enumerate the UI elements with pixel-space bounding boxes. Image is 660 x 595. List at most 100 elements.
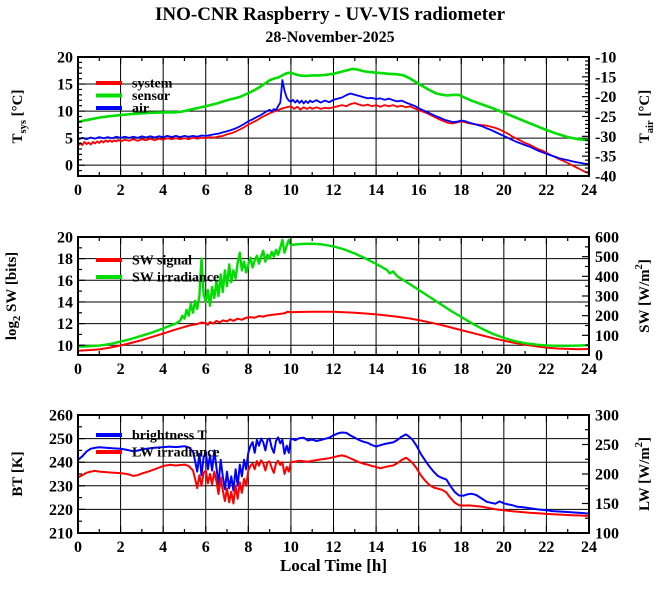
x-tick-label: 10 [283, 539, 299, 556]
x-tick-label: 12 [326, 361, 342, 378]
x-tick-label: 6 [202, 361, 210, 378]
x-tick-label: 14 [368, 182, 384, 199]
page-title: INO-CNR Raspberry - UV-VIS radiometer [154, 4, 506, 25]
right-tick-label: -30 [595, 129, 616, 146]
x-tick-label: 8 [244, 539, 252, 556]
left-tick-labels: 10 12 14 16 18 20 [57, 230, 73, 355]
right-tick-label: 600 [595, 230, 619, 247]
series-sensor-line [78, 67, 589, 142]
right-tick-label: 300 [595, 408, 619, 425]
left-tick-label: 0 [65, 158, 73, 175]
left-tick-labels: 0 5 10 15 20 [57, 50, 73, 175]
x-tick-label: 10 [283, 182, 299, 199]
x-tick-label: 4 [159, 539, 167, 556]
series-group [78, 431, 589, 517]
x-tick-label: 22 [538, 361, 554, 378]
right-tick-label: -20 [595, 89, 616, 106]
x-tick-label: 0 [74, 361, 82, 378]
left-axis-title: BT [K] [10, 451, 26, 496]
x-tick-labels: 0 2 4 6 8 10 12 14 16 18 20 22 24 [74, 182, 597, 199]
left-tick-label: 230 [49, 478, 73, 495]
left-tick-label: 240 [49, 455, 73, 472]
legend-item-sensor: sensor [96, 89, 170, 104]
series-sw-signal-line [78, 310, 589, 352]
left-tick-label: 20 [57, 230, 73, 247]
x-tick-label: 8 [244, 361, 252, 378]
right-tick-labels: 0 100 200 300 400 500 600 [595, 230, 619, 365]
ticks [77, 414, 590, 534]
x-tick-label: 12 [326, 182, 342, 199]
x-tick-label: 6 [202, 539, 210, 556]
x-axis-title: Local Time [h] [280, 556, 387, 575]
right-axis-title: SW [W/m2​] [634, 259, 653, 333]
x-tick-label: 6 [202, 182, 210, 199]
series-brightness-t-line [78, 431, 589, 515]
x-tick-label: 16 [411, 361, 427, 378]
right-tick-label: -15 [595, 69, 616, 86]
x-tick-label: 0 [74, 182, 82, 199]
x-tick-label: 2 [117, 539, 125, 556]
right-tick-label: 100 [595, 526, 619, 543]
left-tick-label: 16 [57, 273, 73, 290]
left-tick-label: 18 [57, 251, 73, 268]
x-tick-label: 12 [326, 539, 342, 556]
right-tick-label: -25 [595, 109, 616, 126]
x-tick-label: 20 [496, 361, 512, 378]
x-tick-label: 16 [411, 182, 427, 199]
right-tick-label: 0 [595, 348, 603, 365]
series-system-line [78, 102, 589, 175]
x-tick-label: 0 [74, 539, 82, 556]
right-tick-label: 300 [595, 289, 619, 306]
legend-item-system: system [96, 77, 173, 92]
left-tick-label: 5 [65, 131, 73, 148]
x-tick-label: 18 [453, 539, 469, 556]
left-axis-title: Tsys​ [°C] [10, 89, 29, 143]
gridlines [78, 237, 589, 355]
x-tick-label: 16 [411, 539, 427, 556]
shortwave-panel: 0 2 4 6 8 10 12 14 16 18 20 22 241012141618200100200… [4, 230, 653, 379]
left-axis-title: log2​ SW [bits] [4, 252, 23, 340]
x-tick-label: 22 [538, 182, 554, 199]
right-tick-label: -35 [595, 149, 616, 166]
right-tick-label: 200 [595, 308, 619, 325]
left-tick-label: 14 [57, 294, 73, 311]
x-tick-label: 10 [283, 361, 299, 378]
right-tick-label: 500 [595, 249, 619, 266]
right-tick-label: 250 [595, 437, 619, 454]
left-tick-label: 12 [57, 316, 73, 333]
legend-label: SW irradiance [132, 271, 219, 286]
x-tick-label: 24 [581, 182, 597, 199]
x-tick-label: 14 [368, 539, 384, 556]
left-tick-labels: 210 220 230 240 250 260 [49, 408, 73, 543]
left-tick-label: 20 [57, 50, 73, 67]
left-tick-label: 220 [49, 502, 73, 519]
series-lw-irradiance-line [78, 454, 589, 517]
x-tick-label: 22 [538, 539, 554, 556]
ticks [77, 236, 590, 356]
series-group [78, 238, 589, 352]
gridlines [78, 57, 589, 176]
legend-item-air: air [96, 102, 149, 117]
x-tick-labels: 0 2 4 6 8 10 12 14 16 18 20 22 24 [74, 539, 597, 556]
x-tick-label: 18 [453, 182, 469, 199]
ticks [77, 56, 590, 177]
legend-label: sensor [132, 89, 170, 104]
right-axis-title: LW [W/m2​] [634, 437, 653, 511]
left-tick-label: 210 [49, 526, 73, 543]
x-tick-label: 20 [496, 182, 512, 199]
x-tick-label: 20 [496, 539, 512, 556]
right-tick-label: -40 [595, 169, 616, 186]
legend-label: SW signal [132, 254, 192, 269]
x-tick-label: 4 [159, 182, 167, 199]
legend-label: LW irradiance [132, 446, 220, 461]
legend-item-sw-signal: SW signal [96, 254, 192, 269]
x-tick-label: 4 [159, 361, 167, 378]
x-tick-label: 24 [581, 539, 597, 556]
x-tick-labels: 0 2 4 6 8 10 12 14 16 18 20 22 24 [74, 361, 597, 378]
x-tick-label: 18 [453, 361, 469, 378]
legend-label: system [132, 77, 173, 92]
legend-label: air [132, 102, 149, 117]
